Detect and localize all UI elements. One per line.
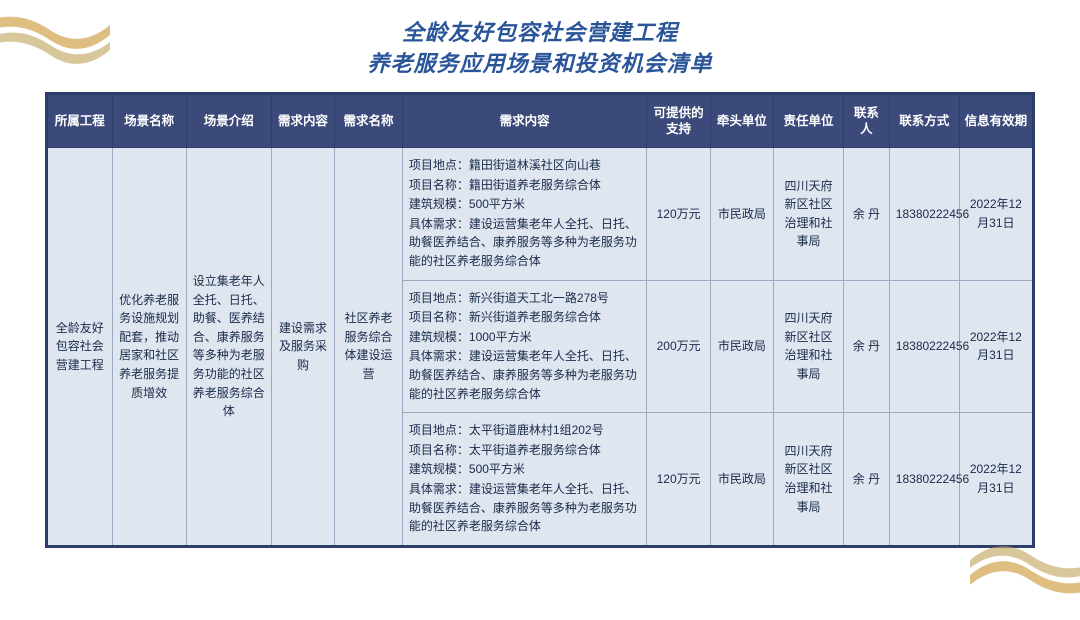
content-line: 项目地点：新兴街道天工北一路278号 [409, 289, 641, 308]
content-line: 项目名称：太平街道养老服务综合体 [409, 441, 641, 460]
cell-resp: 四川天府新区社区治理和社事局 [774, 413, 844, 547]
merged-cell-need_cat: 建设需求及服务采购 [271, 148, 334, 547]
content-line: 建筑规模：500平方米 [409, 195, 641, 214]
cell-support: 120万元 [647, 148, 710, 281]
investment-table: 所属工程场景名称场景介绍需求内容需求名称需求内容可提供的支持牵头单位责任单位联系… [45, 92, 1035, 548]
cell-lead: 市民政局 [710, 413, 773, 547]
cell-support: 120万元 [647, 413, 710, 547]
table-row: 全龄友好包容社会营建工程优化养老服务设施规划配套，推动居家和社区养老服务提质增效… [47, 148, 1034, 281]
cell-lead: 市民政局 [710, 280, 773, 413]
table-container: 所属工程场景名称场景介绍需求内容需求名称需求内容可提供的支持牵头单位责任单位联系… [0, 92, 1080, 578]
content-line: 建筑规模：1000平方米 [409, 328, 641, 347]
cell-valid: 2022年12月31日 [959, 280, 1033, 413]
table-header-row: 所属工程场景名称场景介绍需求内容需求名称需求内容可提供的支持牵头单位责任单位联系… [47, 93, 1034, 148]
cell-contact: 余 丹 [843, 413, 889, 547]
column-header: 需求内容 [402, 93, 647, 148]
cell-phone: 18380222456 [889, 413, 959, 547]
content-line: 具体需求：建设运营集老年人全托、日托、助餐医养结合、康养服务等多种为老服务功能的… [409, 215, 641, 271]
cell-resp: 四川天府新区社区治理和社事局 [774, 148, 844, 281]
column-header: 可提供的支持 [647, 93, 710, 148]
content-line: 具体需求：建设运营集老年人全托、日托、助餐医养结合、康养服务等多种为老服务功能的… [409, 480, 641, 536]
need-content-cell: 项目地点：太平街道鹿林村1组202号项目名称：太平街道养老服务综合体建筑规模：5… [402, 413, 647, 547]
cell-valid: 2022年12月31日 [959, 413, 1033, 547]
content-line: 项目地点：籍田街道林溪社区向山巷 [409, 156, 641, 175]
merged-cell-scene_intro: 设立集老年人全托、日托、助餐、医养结合、康养服务等多种为老服务功能的社区养老服务… [186, 148, 271, 547]
column-header: 信息有效期 [959, 93, 1033, 148]
cell-contact: 余 丹 [843, 148, 889, 281]
column-header: 联系方式 [889, 93, 959, 148]
need-content-cell: 项目地点：籍田街道林溪社区向山巷项目名称：籍田街道养老服务综合体建筑规模：500… [402, 148, 647, 281]
cell-phone: 18380222456 [889, 280, 959, 413]
need-content-cell: 项目地点：新兴街道天工北一路278号项目名称：新兴街道养老服务综合体建筑规模：1… [402, 280, 647, 413]
content-line: 项目名称：籍田街道养老服务综合体 [409, 176, 641, 195]
cell-valid: 2022年12月31日 [959, 148, 1033, 281]
merged-cell-scene_name: 优化养老服务设施规划配套，推动居家和社区养老服务提质增效 [112, 148, 186, 547]
cell-resp: 四川天府新区社区治理和社事局 [774, 280, 844, 413]
cell-contact: 余 丹 [843, 280, 889, 413]
title-line-1: 全龄友好包容社会营建工程 [402, 20, 678, 45]
column-header: 场景介绍 [186, 93, 271, 148]
merged-cell-need_name: 社区养老服务综合体建设运营 [335, 148, 403, 547]
content-line: 项目名称：新兴街道养老服务综合体 [409, 308, 641, 327]
column-header: 联系人 [843, 93, 889, 148]
content-line: 建筑规模：500平方米 [409, 460, 641, 479]
cell-lead: 市民政局 [710, 148, 773, 281]
title-line-2: 养老服务应用场景和投资机会清单 [367, 51, 712, 76]
cell-phone: 18380222456 [889, 148, 959, 281]
column-header: 所属工程 [47, 93, 113, 148]
content-line: 项目地点：太平街道鹿林村1组202号 [409, 421, 641, 440]
column-header: 场景名称 [112, 93, 186, 148]
column-header: 责任单位 [774, 93, 844, 148]
cell-support: 200万元 [647, 280, 710, 413]
column-header: 需求名称 [335, 93, 403, 148]
column-header: 需求内容 [271, 93, 334, 148]
merged-cell-project: 全龄友好包容社会营建工程 [47, 148, 113, 547]
column-header: 牵头单位 [710, 93, 773, 148]
page-title-block: 全龄友好包容社会营建工程 养老服务应用场景和投资机会清单 [0, 0, 1080, 92]
content-line: 具体需求：建设运营集老年人全托、日托、助餐医养结合、康养服务等多种为老服务功能的… [409, 347, 641, 403]
